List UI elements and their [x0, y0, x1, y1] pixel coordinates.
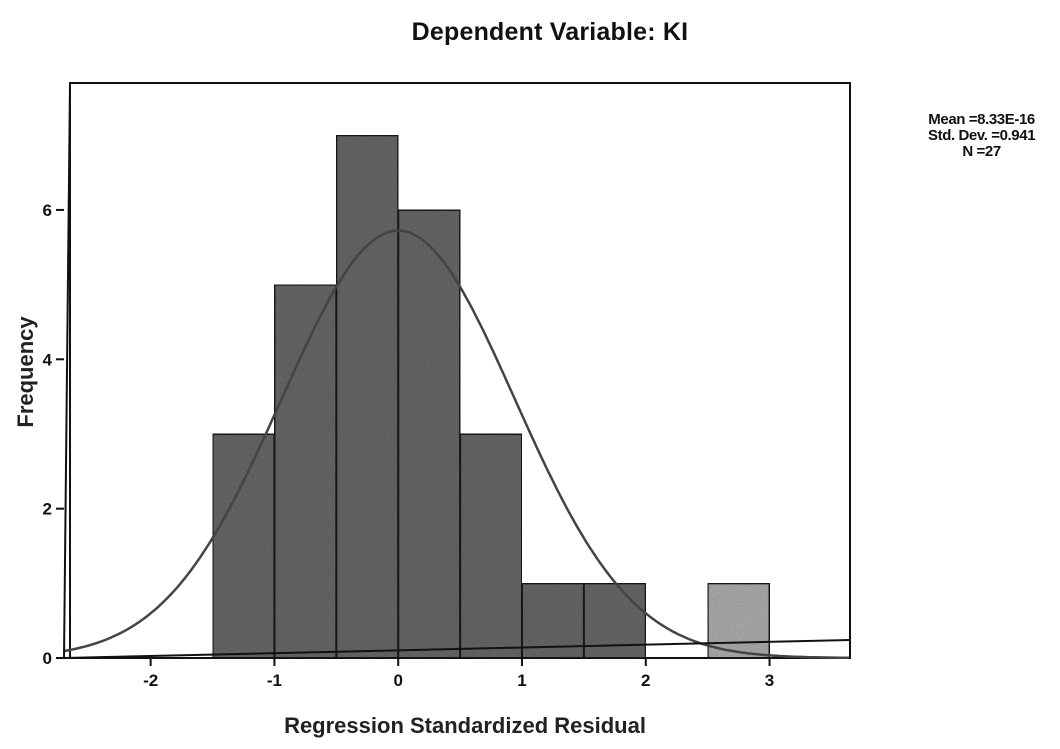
stat-mean: Mean =8.33E-16	[928, 111, 1035, 128]
histogram-bar	[706, 582, 771, 659]
y-tick-label: 6	[43, 201, 52, 220]
histogram-bar	[459, 432, 523, 659]
stat-std-dev: Std. Dev. =0.941	[928, 127, 1036, 144]
histogram-bar	[211, 432, 276, 659]
histogram-bar	[397, 208, 462, 659]
x-tick-label: -2	[143, 671, 158, 690]
chart-title: Dependent Variable: KI	[411, 18, 689, 46]
stat-n: N =27	[962, 143, 1001, 160]
histogram-bar	[335, 134, 400, 660]
y-axis-label: Frequency	[13, 316, 38, 428]
x-axis-line	[63, 639, 851, 659]
y-tick-label: 4	[43, 350, 53, 369]
x-tick-label: -1	[267, 671, 282, 690]
y-tick-label: 2	[43, 500, 52, 519]
summary-stats: Mean =8.33E-16 Std. Dev. =0.941 N =27	[928, 111, 1036, 160]
x-axis-ticks: -2 -1 0 1 2 3	[143, 658, 774, 690]
x-tick-label: 3	[765, 671, 774, 690]
x-tick-label: 2	[641, 671, 650, 690]
x-tick-label: 0	[393, 671, 402, 690]
x-axis-label: Regression Standardized Residual	[284, 713, 646, 738]
y-axis-ticks: 0 2 4 6	[43, 201, 64, 668]
x-tick-label: 1	[517, 671, 526, 690]
normal-curve	[63, 229, 849, 660]
histogram-bar	[273, 283, 338, 659]
histogram-bars	[211, 134, 771, 660]
y-axis-line	[63, 82, 71, 659]
y-tick-label: 0	[43, 649, 52, 668]
